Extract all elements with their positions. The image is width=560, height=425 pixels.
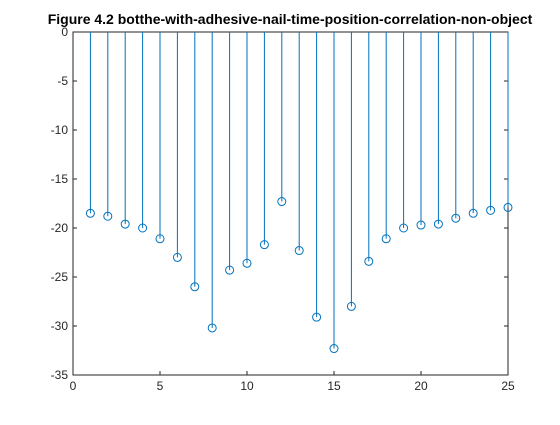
chart-title: Figure 4.2 botthe-with-adhesive-nail-tim… xyxy=(48,11,533,27)
stem-marker xyxy=(103,211,113,221)
x-tick-label: 5 xyxy=(157,379,164,393)
stem-marker xyxy=(486,205,496,215)
stem-marker xyxy=(312,312,322,322)
stem-marker xyxy=(399,223,409,233)
axis-ticks: 0 5 10 15 20 25 0 -5 -10 -15 -20 -25 -30 -35 xyxy=(51,25,515,393)
stem-marker xyxy=(207,323,217,333)
x-tick-label: 25 xyxy=(501,379,515,393)
stem-marker xyxy=(277,197,287,207)
y-tick-label: -35 xyxy=(51,368,69,382)
stem-marker xyxy=(346,301,356,311)
stem-marker xyxy=(364,256,374,266)
x-tick-label: 10 xyxy=(240,379,254,393)
stem-marker xyxy=(259,240,269,250)
stem-marker xyxy=(294,246,304,256)
stem-marker xyxy=(503,202,513,212)
stem-marker xyxy=(120,219,130,229)
x-tick-label: 15 xyxy=(327,379,341,393)
y-tick-label: -30 xyxy=(51,319,69,333)
y-tick-label: -15 xyxy=(51,172,69,186)
stem-marker xyxy=(190,282,200,292)
stem-marker xyxy=(85,208,95,218)
stem-marker xyxy=(381,234,391,244)
stem-marker xyxy=(172,252,182,262)
stem-series xyxy=(85,32,513,354)
y-tick-label: -20 xyxy=(51,221,69,235)
stem-marker xyxy=(433,219,443,229)
y-tick-label: -25 xyxy=(51,270,69,284)
y-tick-label: -5 xyxy=(57,74,68,88)
y-tick-label: -10 xyxy=(51,123,69,137)
stem-marker xyxy=(451,213,461,223)
stem-marker xyxy=(155,234,165,244)
y-tick-label: 0 xyxy=(61,25,68,39)
stem-marker xyxy=(329,344,339,354)
stem-marker xyxy=(416,220,426,230)
stem-marker xyxy=(468,208,478,218)
plot-box xyxy=(72,31,509,376)
x-tick-label: 20 xyxy=(414,379,428,393)
stem-marker xyxy=(138,223,148,233)
x-tick-label: 0 xyxy=(70,379,77,393)
stem-marker xyxy=(242,258,252,268)
stem-marker xyxy=(225,265,235,275)
